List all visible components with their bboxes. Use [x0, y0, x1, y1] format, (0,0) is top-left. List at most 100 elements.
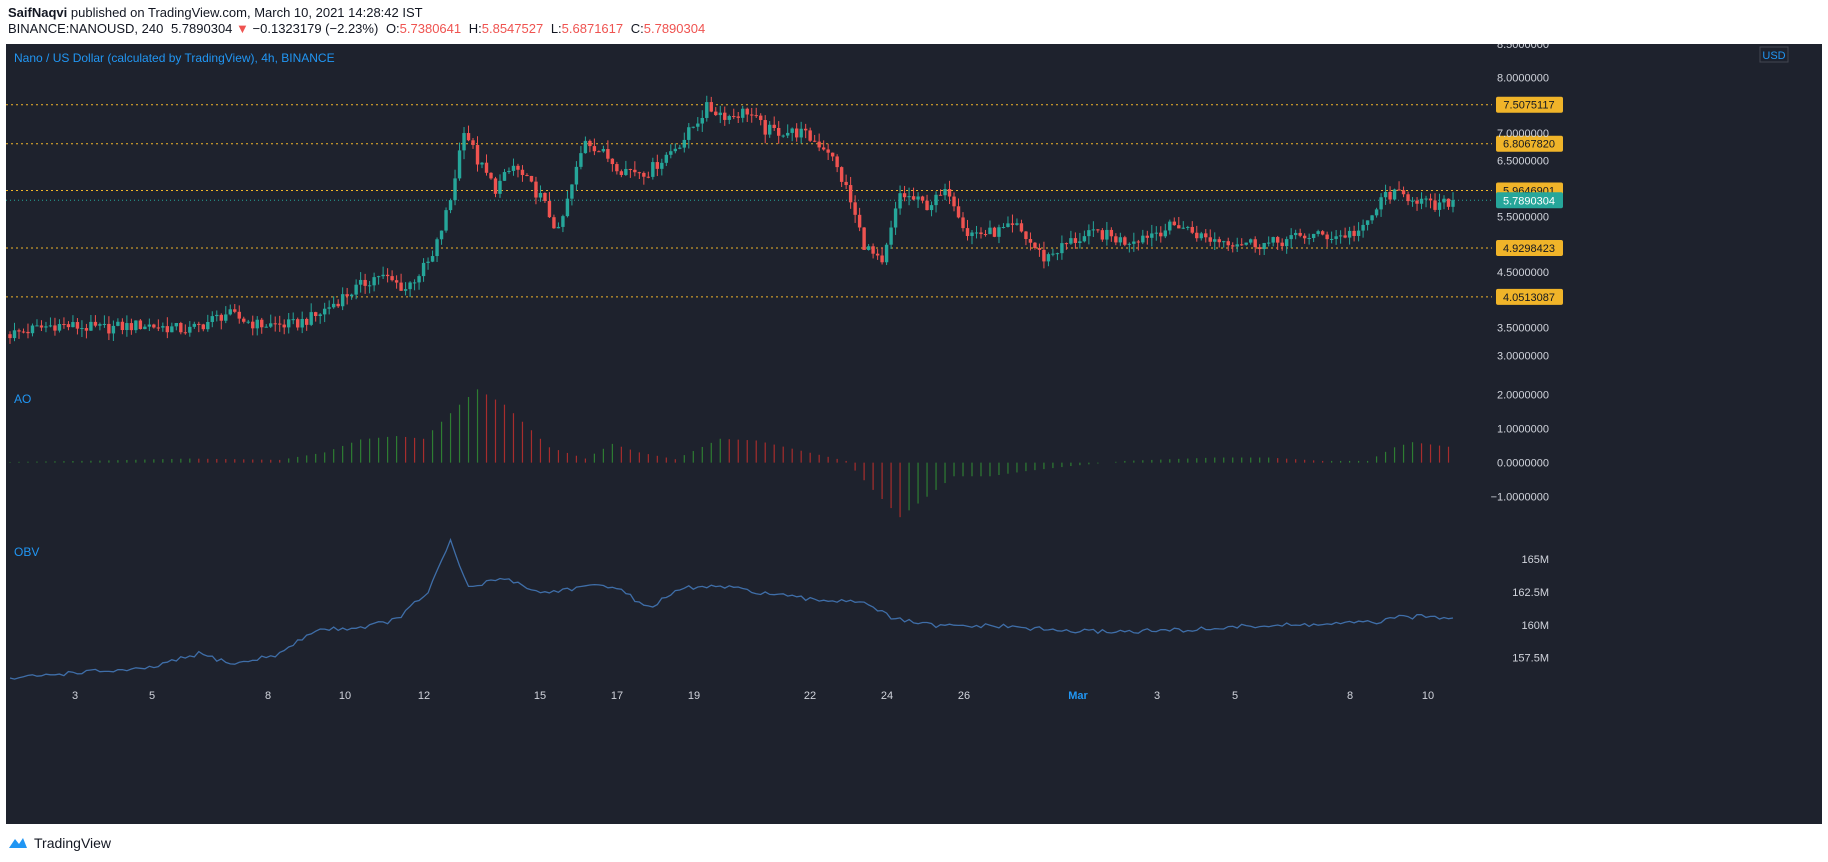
candle-body: [1424, 198, 1428, 200]
obv-axis-tick: 165M: [1521, 554, 1549, 566]
candle-body: [75, 322, 80, 329]
candle-body: [1325, 234, 1329, 240]
candle-body: [251, 321, 255, 329]
candle-body: [381, 274, 385, 277]
candle-body: [1374, 209, 1379, 216]
candle-body: [1096, 229, 1100, 231]
price-axis-tick: 5.5000000: [1497, 211, 1549, 223]
candle-body: [988, 227, 992, 235]
candle-body: [579, 153, 583, 167]
candle-body: [345, 294, 349, 297]
time-axis-tick: 19: [688, 690, 700, 702]
candle-body: [561, 216, 565, 227]
candle-body: [394, 280, 399, 283]
candle-body: [313, 312, 318, 317]
candle-body: [246, 321, 250, 323]
candle-body: [84, 328, 89, 331]
candle-body: [1271, 237, 1275, 243]
time-axis-tick: 3: [72, 690, 78, 702]
candle-body: [1114, 236, 1118, 243]
candle-body: [1055, 253, 1060, 255]
candle-body: [1145, 235, 1150, 238]
candle-body: [426, 261, 430, 263]
candle-body: [192, 323, 197, 327]
candle-body: [354, 284, 358, 295]
candle-body: [516, 165, 520, 170]
candle-body: [143, 326, 147, 330]
currency-label: USD: [1762, 50, 1785, 62]
candle-body: [1302, 235, 1307, 239]
currency-badge[interactable]: [1759, 46, 1789, 63]
price-axis-tick: 3.0000000: [1497, 350, 1549, 362]
candle-body: [327, 307, 331, 309]
price-axis-tick: 4.5000000: [1497, 267, 1549, 279]
candle-body: [125, 323, 129, 331]
candle-body: [1433, 200, 1437, 210]
candle-body: [520, 169, 525, 176]
candle-body: [224, 314, 228, 321]
candle-body: [1127, 243, 1132, 245]
candle-body: [1222, 241, 1226, 243]
candle-body: [1046, 254, 1051, 262]
candle-body: [682, 139, 686, 148]
candle-body: [120, 321, 125, 331]
high-value: 5.8547527: [481, 21, 544, 36]
candle-body: [475, 144, 480, 165]
candle-body: [309, 312, 313, 325]
candle-body: [529, 175, 534, 182]
candle-body: [763, 120, 767, 135]
candle-body: [403, 289, 408, 291]
candle-body: [799, 128, 803, 138]
price-axis-tick: 7.0000000: [1497, 128, 1549, 140]
candle-body: [30, 325, 35, 334]
time-axis-tick: Mar: [1068, 690, 1088, 702]
candle-body: [633, 169, 637, 173]
candle-body: [1217, 239, 1221, 243]
candle-body: [206, 321, 210, 330]
candle-body: [1383, 191, 1388, 198]
author-name[interactable]: SaifNaqvi: [8, 5, 68, 20]
candle-body: [462, 133, 466, 151]
candle-body: [768, 124, 772, 135]
ao-label: AO: [14, 392, 31, 406]
candle-body: [1091, 229, 1096, 231]
candle-body: [961, 217, 965, 229]
candle-body: [273, 323, 277, 325]
candle-body: [1329, 238, 1334, 240]
low-value: 5.6871617: [561, 21, 624, 36]
time-axis-tick: 22: [804, 690, 816, 702]
candle-body: [1001, 226, 1006, 228]
obv-label: OBV: [14, 545, 39, 559]
candle-body: [1253, 239, 1257, 248]
candle-body: [233, 309, 237, 312]
chart-panel[interactable]: 7.5075117 6.8067820 5.9646901 4.9298423 4.05…: [6, 39, 1822, 824]
candle-body: [700, 117, 704, 124]
chart-canvas[interactable]: 7.50751176.80678205.96469014.92984234.05…: [6, 39, 1822, 824]
price-axis: 7.50751176.80678205.96469014.92984234.05…: [1491, 39, 1563, 665]
candle-body: [296, 319, 300, 328]
candle-body: [1109, 229, 1114, 237]
candle-body: [44, 326, 48, 328]
candle-body: [525, 175, 529, 177]
symbol-label[interactable]: BINANCE:NANOUSD, 240: [8, 21, 164, 36]
level-price-tag: [1496, 96, 1563, 113]
candle-body: [866, 246, 871, 250]
price-axis-tick: 3.5000000: [1497, 323, 1549, 335]
candle-body: [754, 115, 758, 117]
candle-body: [637, 172, 642, 174]
candle-body: [1028, 239, 1033, 243]
candle-body: [583, 140, 588, 154]
candle-body: [255, 319, 259, 329]
candle-body: [934, 194, 938, 206]
candle-body: [592, 146, 597, 152]
candle-body: [1154, 232, 1159, 234]
candle-body: [17, 330, 21, 332]
candle-body: [1266, 242, 1271, 244]
candle-body: [714, 111, 718, 116]
candle-body: [983, 234, 988, 236]
obv-line: [9, 537, 1454, 680]
time-axis-tick: 3: [1154, 690, 1160, 702]
candle-body: [938, 194, 943, 196]
candle-body: [1136, 241, 1141, 243]
footer-brand[interactable]: TradingView: [8, 835, 111, 851]
